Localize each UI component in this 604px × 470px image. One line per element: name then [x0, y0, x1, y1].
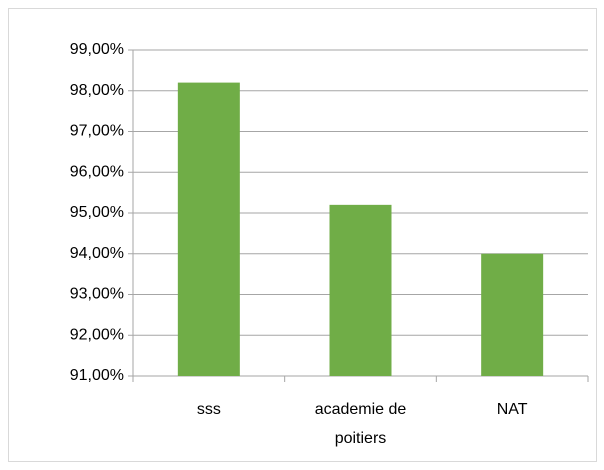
bar	[177, 82, 240, 376]
y-tick-label: 96,00%	[70, 163, 124, 180]
bar	[329, 204, 392, 376]
y-tick-label: 93,00%	[70, 286, 124, 303]
y-tick-label: 98,00%	[70, 82, 124, 99]
x-tick-label: academie de poitiers	[315, 401, 407, 447]
y-tick-label: 94,00%	[70, 245, 124, 262]
y-tick-label: 91,00%	[70, 367, 124, 384]
y-tick-label: 92,00%	[70, 326, 124, 343]
x-tick-label: NAT	[497, 401, 528, 418]
chart-border	[8, 8, 597, 462]
y-tick-label: 99,00%	[70, 41, 124, 58]
y-tick-label: 95,00%	[70, 204, 124, 221]
y-tick-label: 97,00%	[70, 123, 124, 140]
bar	[481, 253, 544, 376]
x-tick-label: sss	[197, 401, 221, 418]
